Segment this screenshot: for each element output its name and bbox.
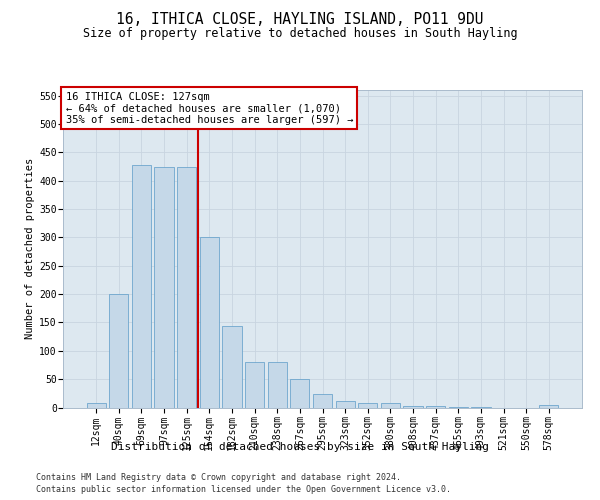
Bar [358,403,377,407]
Bar [86,403,106,407]
Text: Size of property relative to detached houses in South Hayling: Size of property relative to detached ho… [83,28,517,40]
Bar [403,406,422,407]
Bar [381,403,400,407]
Text: 16 ITHICA CLOSE: 127sqm
← 64% of detached houses are smaller (1,070)
35% of semi: 16 ITHICA CLOSE: 127sqm ← 64% of detache… [65,92,353,125]
Text: Contains public sector information licensed under the Open Government Licence v3: Contains public sector information licen… [36,485,451,494]
Bar [109,294,128,408]
Bar [200,238,219,408]
Bar [313,394,332,407]
Text: 16, ITHICA CLOSE, HAYLING ISLAND, PO11 9DU: 16, ITHICA CLOSE, HAYLING ISLAND, PO11 9… [116,12,484,28]
Bar [290,379,310,408]
Y-axis label: Number of detached properties: Number of detached properties [25,158,35,340]
Bar [426,406,445,408]
Bar [177,166,196,408]
Bar [539,405,559,407]
Bar [154,166,174,408]
Bar [245,362,264,408]
Bar [268,362,287,408]
Text: Contains HM Land Registry data © Crown copyright and database right 2024.: Contains HM Land Registry data © Crown c… [36,472,401,482]
Bar [449,407,468,408]
Bar [335,400,355,407]
Bar [223,326,242,407]
Text: Distribution of detached houses by size in South Hayling: Distribution of detached houses by size … [111,442,489,452]
Bar [132,165,151,408]
Bar [471,407,491,408]
